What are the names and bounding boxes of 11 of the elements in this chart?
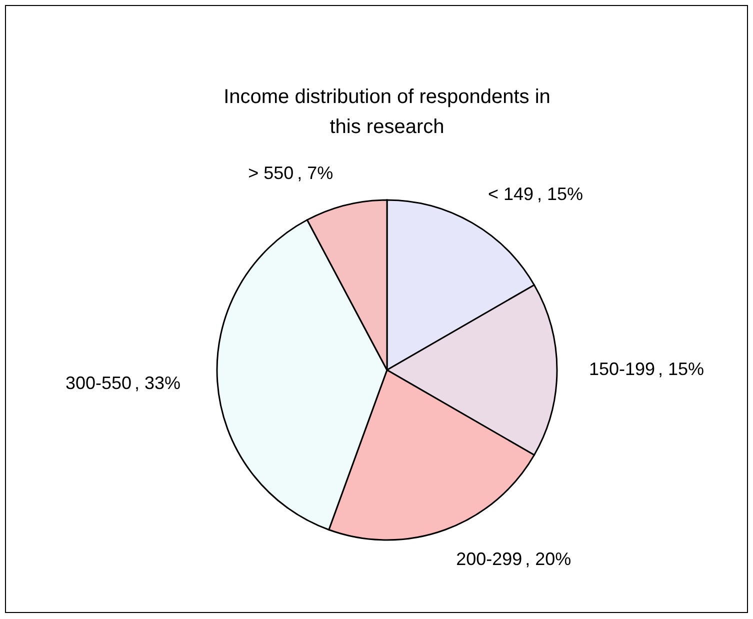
data-label: , 7% bbox=[297, 163, 334, 183]
data-label: , 33% bbox=[134, 373, 181, 394]
data-label: , 20% bbox=[525, 548, 572, 569]
data-label: , 15% bbox=[658, 359, 704, 379]
slice-label: 150-199 bbox=[589, 359, 656, 379]
data-label: , 15% bbox=[537, 184, 584, 204]
slice-label: 200-299 bbox=[456, 548, 522, 569]
slice-label: 300-550 bbox=[65, 373, 132, 394]
slice-label: > 550 bbox=[248, 163, 294, 183]
chart-title: Income distribution of respondents in this research bbox=[224, 86, 550, 138]
slice-label: < 149 bbox=[488, 184, 534, 204]
